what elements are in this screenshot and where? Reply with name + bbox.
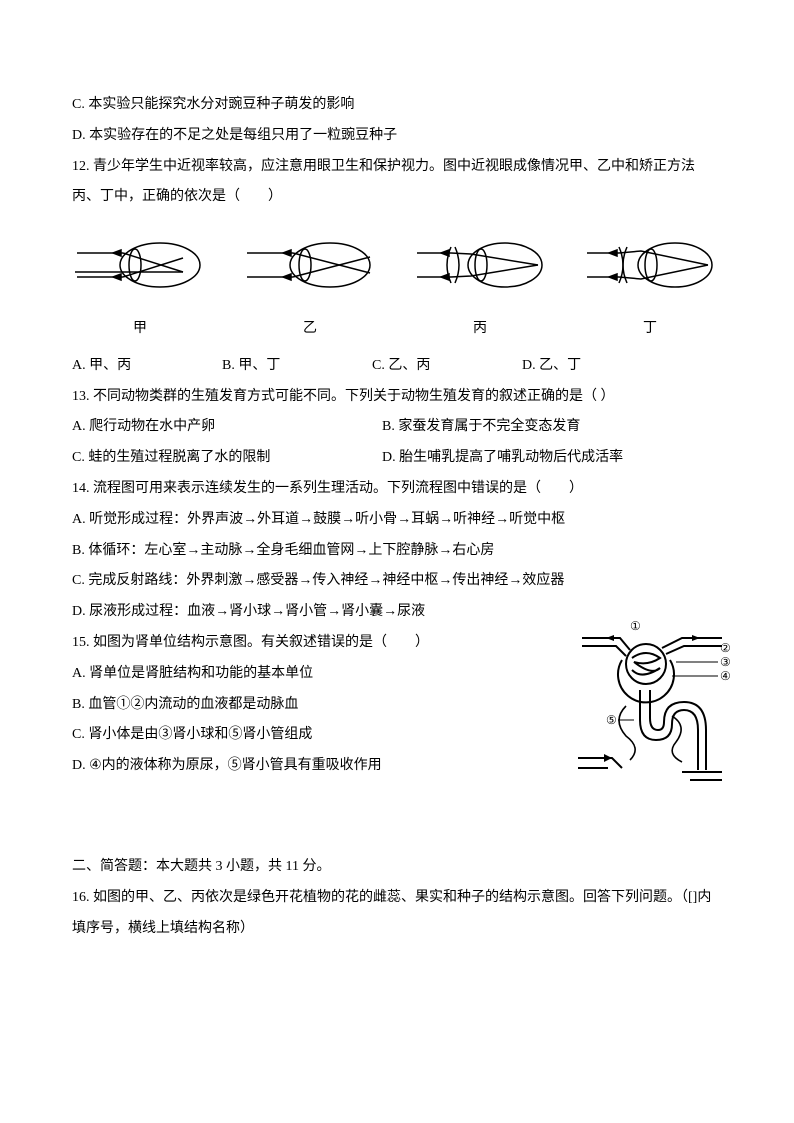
nephron-label-3: ③ bbox=[720, 655, 731, 669]
q14-stem: 14. 流程图可用来表示连续发生的一系列生理活动。下列流程图中错误的是（ ） bbox=[72, 474, 722, 505]
q12-option-b: B. 甲、丁 bbox=[222, 351, 372, 382]
q12-option-d: D. 乙、丁 bbox=[522, 351, 672, 382]
q16-stem-line2: 填序号，横线上填结构名称） bbox=[72, 914, 722, 945]
eye-diagram-jia: 甲 bbox=[75, 233, 205, 345]
section-2-heading: 二、简答题：本大题共 3 小题，共 11 分。 bbox=[72, 852, 722, 883]
section-2-heading-text: 二、简答题：本大题共 3 小题，共 11 分。 bbox=[72, 859, 330, 874]
eye-label-jia: 甲 bbox=[75, 314, 205, 345]
q16-stem-line1: 16. 如图的甲、乙、丙依次是绿色开花植物的花的雌蕊、果实和种子的结构示意图。回… bbox=[72, 883, 722, 914]
eye-label-yi: 乙 bbox=[245, 314, 375, 345]
nephron-label-4: ④ bbox=[720, 669, 731, 683]
eye-diagram-yi: 乙 bbox=[245, 233, 375, 345]
nephron-label-2: ② bbox=[720, 641, 731, 655]
q15-block: 15. 如图为肾单位结构示意图。有关叙述错误的是（ ） A. 肾单位是肾脏结构和… bbox=[72, 628, 722, 782]
q12-stem-line1: 12. 青少年学生中近视率较高，应注意用眼卫生和保护视力。图中近视眼成像情况甲、… bbox=[72, 152, 722, 183]
q14-option-c: C. 完成反射路线：外界刺激→感受器→传入神经→神经中枢→传出神经→效应器 bbox=[72, 566, 722, 597]
q12-option-c: C. 乙、丙 bbox=[372, 351, 522, 382]
nephron-label-5: ⑤ bbox=[606, 713, 617, 727]
q13-option-d: D. 胎生哺乳提高了哺乳动物后代成活率 bbox=[382, 443, 722, 474]
q13-row1: A. 爬行动物在水中产卵 B. 家蚕发育属于不完全变态发育 bbox=[72, 412, 722, 443]
eye-diagram-ding: 丁 bbox=[585, 233, 715, 345]
q12-eye-diagrams: 甲 乙 bbox=[75, 233, 722, 345]
q11-option-d: D. 本实验存在的不足之处是每组只用了一粒豌豆种子 bbox=[72, 121, 722, 152]
q14-option-a: A. 听觉形成过程：外界声波→外耳道→鼓膜→听小骨→耳蜗→听神经→听觉中枢 bbox=[72, 505, 722, 536]
q14-option-b: B. 体循环：左心室→主动脉→全身毛细血管网→上下腔静脉→右心房 bbox=[72, 536, 722, 567]
eye-label-ding: 丁 bbox=[585, 314, 715, 345]
nephron-label-1: ① bbox=[630, 620, 641, 633]
eye-diagram-bing: 丙 bbox=[415, 233, 545, 345]
q13-option-b: B. 家蚕发育属于不完全变态发育 bbox=[382, 412, 722, 443]
q13-row2: C. 蛙的生殖过程脱离了水的限制 D. 胎生哺乳提高了哺乳动物后代成活率 bbox=[72, 443, 722, 474]
q13-option-a: A. 爬行动物在水中产卵 bbox=[72, 412, 382, 443]
q11-option-c: C. 本实验只能探究水分对豌豆种子萌发的影响 bbox=[72, 90, 722, 121]
q13-stem: 13. 不同动物类群的生殖发育方式可能不同。下列关于动物生殖发育的叙述正确的是（… bbox=[72, 382, 722, 413]
nephron-diagram: ① ② ③ ④ ⑤ bbox=[572, 620, 732, 790]
q12-option-a: A. 甲、丙 bbox=[72, 351, 222, 382]
q13-option-c: C. 蛙的生殖过程脱离了水的限制 bbox=[72, 443, 382, 474]
q12-options: A. 甲、丙 B. 甲、丁 C. 乙、丙 D. 乙、丁 bbox=[72, 351, 722, 382]
q12-stem-line2: 丙、丁中，正确的依次是（ ） bbox=[72, 182, 722, 213]
eye-label-bing: 丙 bbox=[415, 314, 545, 345]
